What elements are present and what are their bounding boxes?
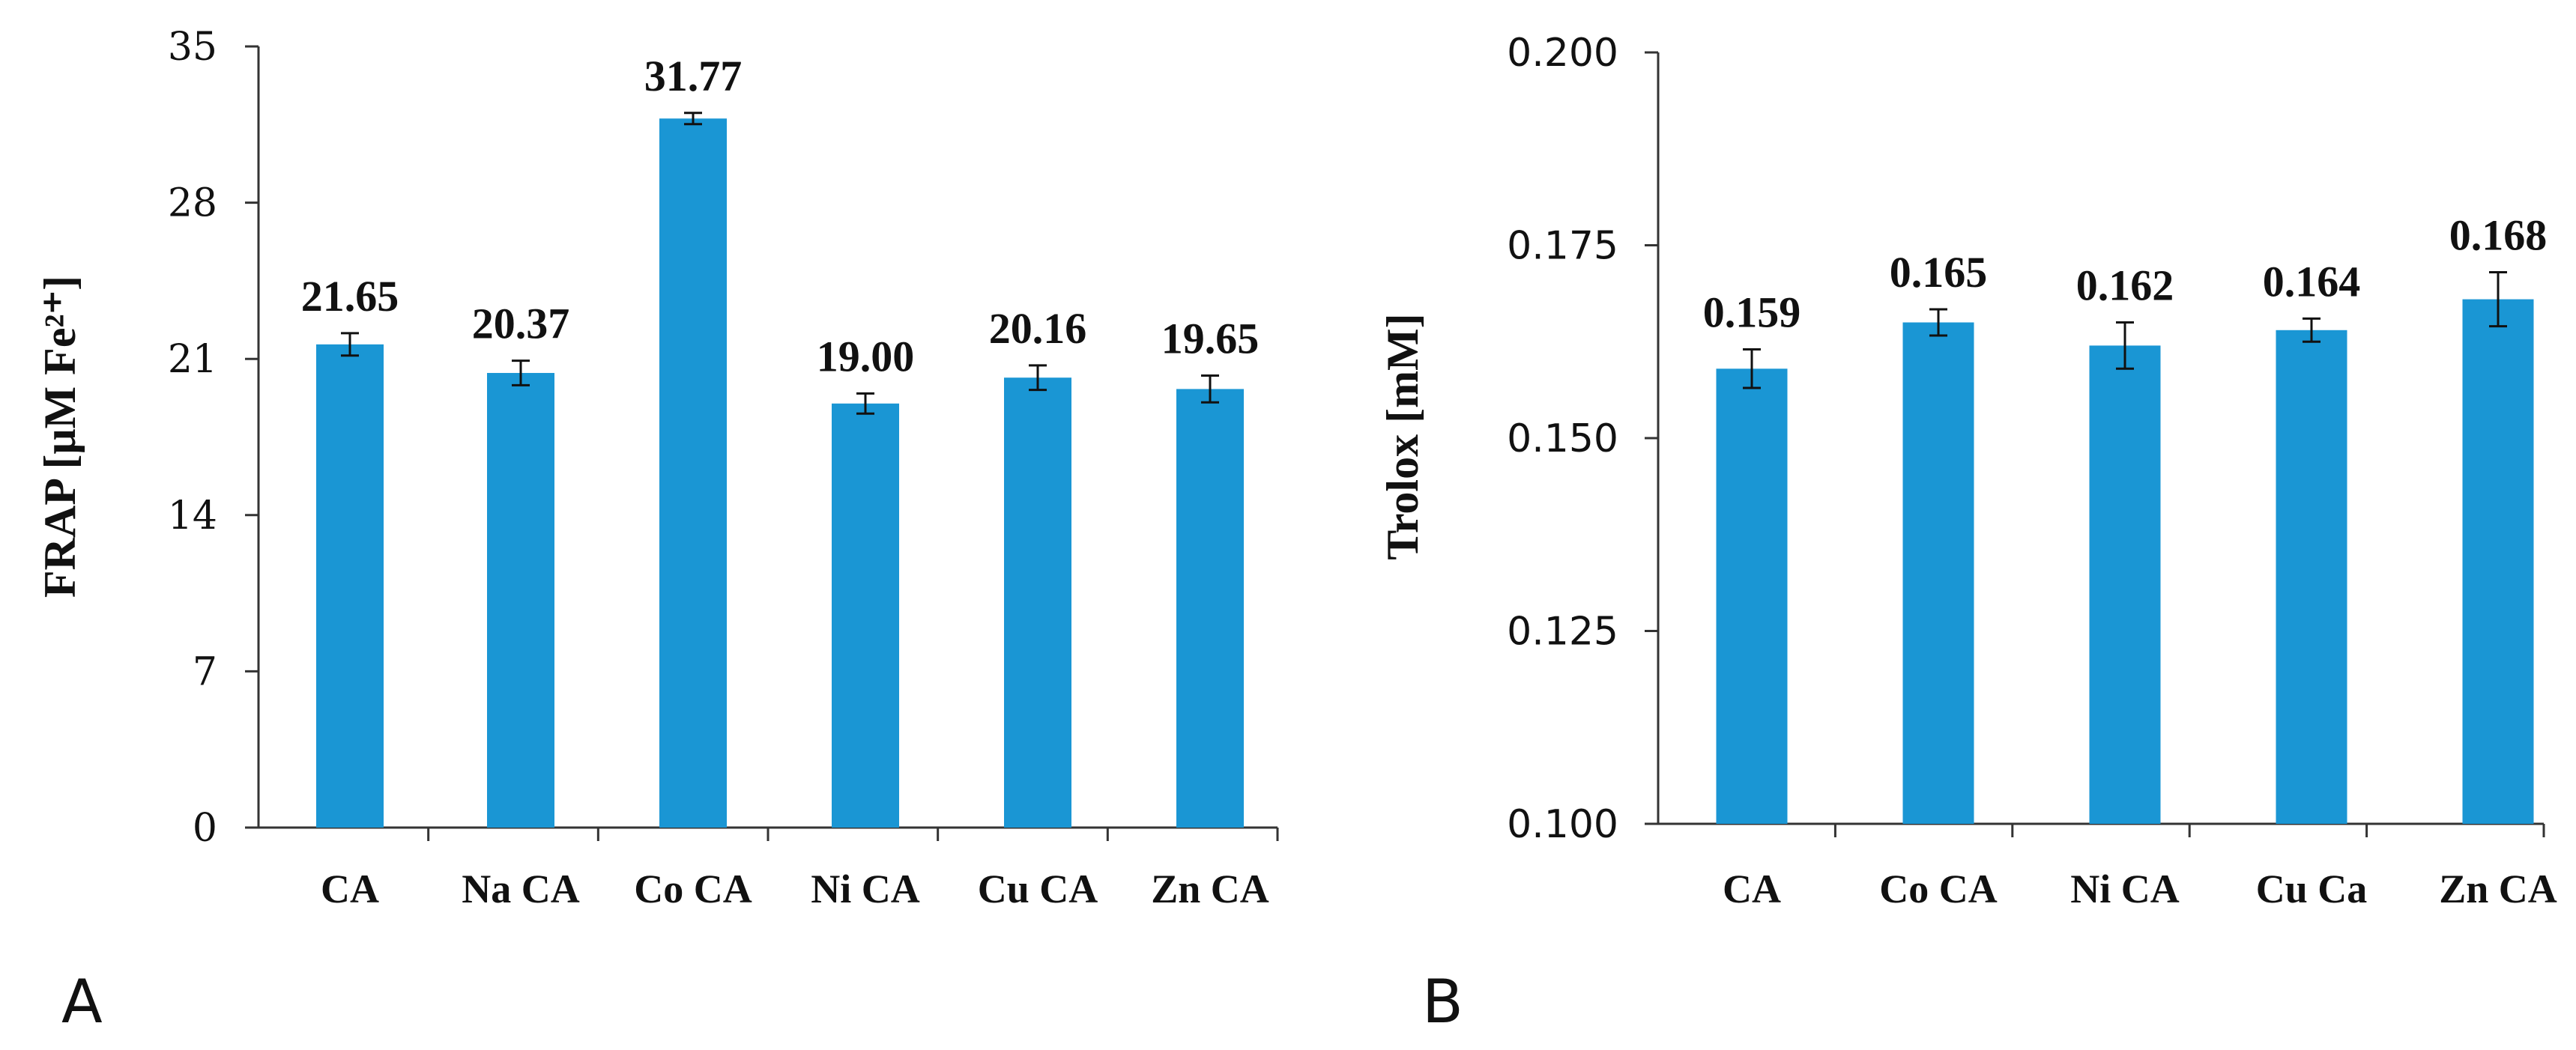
y-tick-label: 0.150 — [1507, 416, 1618, 461]
data-label: 0.168 — [2449, 211, 2548, 260]
category-label: Na CA — [462, 867, 580, 911]
category-label: Cu CA — [978, 867, 1098, 911]
data-label: 31.77 — [644, 52, 743, 100]
y-tick-label: 7 — [193, 649, 217, 694]
bar — [659, 118, 727, 828]
y-tick-label: 28 — [168, 181, 217, 226]
data-label: 0.165 — [1890, 248, 1988, 297]
category-label: CA — [321, 867, 379, 911]
y-tick-label: 14 — [168, 494, 217, 538]
bar — [1176, 389, 1244, 828]
category-label: Ni CA — [2070, 867, 2180, 911]
data-label: 21.65 — [301, 272, 399, 321]
category-label: Cu Ca — [2256, 867, 2368, 911]
chart-a-frap: 0 7 14 21 28 35 21.65 CA 20.37 Na CA 31.77 Co CA 19.… — [35, 25, 1279, 1037]
panel-label: B — [1422, 967, 1463, 1037]
data-label: 19.00 — [817, 332, 915, 380]
y-tick-label: 0 — [193, 806, 217, 851]
bar — [1004, 377, 1071, 828]
y-axis-title: FRAP [μM Fe²⁺] — [35, 276, 85, 598]
y-tick-label: 0.200 — [1507, 31, 1618, 76]
bar — [1716, 368, 1788, 824]
bar — [1902, 322, 1974, 824]
y-tick-label: 0.125 — [1507, 610, 1618, 655]
y-tick-label: 35 — [168, 25, 217, 70]
data-label: 0.164 — [2263, 257, 2361, 306]
category-label: CA — [1723, 867, 1781, 911]
y-tick-label: 0.100 — [1507, 802, 1618, 847]
bar — [316, 344, 384, 828]
data-label: 0.159 — [1703, 288, 1801, 337]
chart-b-trolox: 0.100 0.125 0.150 0.175 0.200 0.159 CA 0.165 Co … — [1378, 31, 2557, 1037]
y-tick-label: 0.175 — [1507, 224, 1618, 269]
data-label: 20.37 — [472, 300, 570, 348]
category-label: Ni CA — [811, 867, 920, 911]
category-label: Co CA — [634, 867, 752, 911]
category-label: Zn CA — [1151, 867, 1269, 911]
category-label: Co CA — [1879, 867, 1998, 911]
bar — [2089, 345, 2161, 824]
data-label: 0.162 — [2076, 261, 2174, 310]
y-tick-label: 21 — [168, 337, 217, 382]
panel-label: A — [61, 967, 103, 1037]
category-label: Zn CA — [2439, 867, 2557, 911]
data-label: 20.16 — [989, 304, 1087, 353]
bar — [2462, 299, 2534, 825]
data-label: 19.65 — [1161, 315, 1260, 363]
bar — [832, 403, 899, 828]
y-axis-title: Trolox [mM] — [1378, 313, 1427, 559]
bar — [487, 372, 554, 828]
bar — [2276, 330, 2347, 824]
